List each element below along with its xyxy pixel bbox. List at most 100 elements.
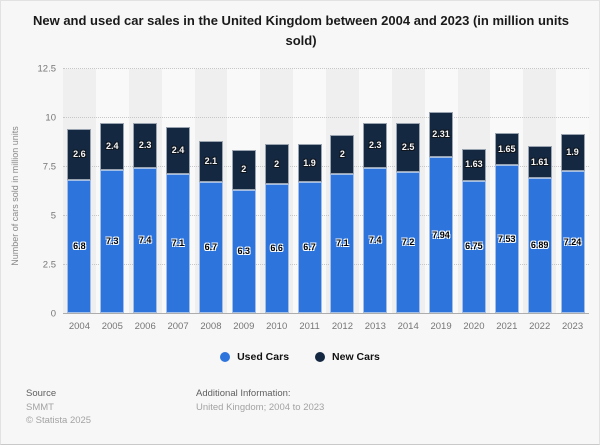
bar-segment-new-cars-2004[interactable]: 2.6 xyxy=(67,128,92,180)
y-axis-tick-label: 5 xyxy=(50,210,56,222)
stacked-bar-2007: 2.4 7.1 xyxy=(166,126,191,313)
bar-value-label: 1.63 xyxy=(465,159,483,170)
bar-segment-new-cars-2006[interactable]: 2.3 xyxy=(133,122,158,168)
x-axis-tick-label: 2012 xyxy=(331,321,353,332)
stacked-bar-2008: 2.1 6.7 xyxy=(198,140,223,313)
bar-segment-new-cars-2023[interactable]: 1.9 xyxy=(560,133,585,172)
bar-segment-used-cars-2007[interactable]: 7.1 xyxy=(166,173,191,313)
bar-segment-new-cars-2007[interactable]: 2.4 xyxy=(166,126,191,174)
bar-segment-used-cars-2023[interactable]: 7.24 xyxy=(560,171,585,313)
bar-segment-used-cars-2004[interactable]: 6.8 xyxy=(67,179,92,313)
bar-segment-new-cars-2022[interactable]: 1.61 xyxy=(527,146,552,178)
bar-segment-used-cars-2011[interactable]: 6.7 xyxy=(297,181,322,313)
bar-segment-used-cars-2006[interactable]: 7.4 xyxy=(133,167,158,313)
stacked-bar-2011: 1.9 6.7 xyxy=(297,144,322,313)
bar-value-label: 1.61 xyxy=(530,156,549,167)
bar-segment-new-cars-2019[interactable]: 2.31 xyxy=(429,112,454,158)
bar-value-label: 7.1 xyxy=(171,237,185,248)
bar-segment-new-cars-2011[interactable]: 1.9 xyxy=(297,144,322,182)
x-axis-tick-label: 2005 xyxy=(101,321,123,332)
bar-value-label: 2.1 xyxy=(204,155,218,166)
bar-value-label: 2 xyxy=(274,158,280,169)
bar-segment-new-cars-2013[interactable]: 2.3 xyxy=(363,122,388,168)
x-axis-tick-label: 2014 xyxy=(397,321,419,332)
bar-segment-new-cars-2021[interactable]: 1.65 xyxy=(494,133,519,166)
bar-segment-used-cars-2008[interactable]: 6.7 xyxy=(198,181,223,313)
bar-value-label: 1.65 xyxy=(498,143,516,154)
bar-value-label: 2.3 xyxy=(369,139,382,150)
stacked-bar-2019: 2.31 7.94 xyxy=(429,112,454,313)
stacked-bar-2013: 2.3 7.4 xyxy=(363,122,388,313)
bar-value-label: 6.8 xyxy=(73,240,86,251)
bar-value-label: 2.3 xyxy=(138,139,152,150)
bar-segment-used-cars-2012[interactable]: 7.1 xyxy=(330,173,355,313)
stacked-bar-2005: 2.4 7.3 xyxy=(100,122,125,313)
x-axis-tick-label: 2020 xyxy=(463,321,485,332)
source-label: Source xyxy=(26,388,57,399)
gridline xyxy=(63,215,589,216)
x-axis-tick-label: 2019 xyxy=(430,321,452,332)
bar-value-label: 7.94 xyxy=(432,229,450,240)
legend-label: New Cars xyxy=(332,351,380,363)
y-axis-tick-label: 2.5 xyxy=(42,259,56,271)
bar-segment-used-cars-2009[interactable]: 6.3 xyxy=(231,189,256,313)
x-axis-tick-label: 2006 xyxy=(134,321,156,332)
bar-segment-used-cars-2019[interactable]: 7.94 xyxy=(429,157,454,313)
bar-value-label: 6.7 xyxy=(303,241,316,252)
legend-label: Used Cars xyxy=(237,351,290,363)
bar-value-label: 7.2 xyxy=(401,236,415,247)
x-axis-tick-label: 2011 xyxy=(299,321,320,332)
bar-segment-used-cars-2010[interactable]: 6.6 xyxy=(264,183,289,313)
additional-info-label: Additional Information: xyxy=(196,388,291,399)
bar-value-label: 7.53 xyxy=(498,233,516,244)
bar-value-label: 2.31 xyxy=(432,129,450,140)
bar-value-label: 6.89 xyxy=(530,239,549,250)
used-cars-legend-dot-icon xyxy=(220,352,231,362)
bar-segment-new-cars-2014[interactable]: 2.5 xyxy=(396,122,421,172)
bar-value-label: 2 xyxy=(339,148,345,159)
bar-segment-new-cars-2008[interactable]: 2.1 xyxy=(198,140,223,182)
x-axis-tick-label: 2004 xyxy=(68,321,90,332)
bar-segment-new-cars-2009[interactable]: 2 xyxy=(231,150,256,190)
bar-segment-used-cars-2014[interactable]: 7.2 xyxy=(396,171,421,313)
stacked-bar-2021: 1.65 7.53 xyxy=(494,133,519,313)
bar-value-label: 2.4 xyxy=(106,140,119,151)
x-axis-tick-label: 2010 xyxy=(266,321,288,332)
bar-segment-new-cars-2010[interactable]: 2 xyxy=(264,144,289,184)
bar-segment-used-cars-2022[interactable]: 6.89 xyxy=(527,177,552,313)
bar-value-label: 7.1 xyxy=(336,237,349,248)
bar-segment-new-cars-2005[interactable]: 2.4 xyxy=(100,122,125,170)
copyright: © Statista 2025 xyxy=(26,415,92,426)
x-axis-tick-label: 2013 xyxy=(364,321,386,332)
bar-segment-used-cars-2021[interactable]: 7.53 xyxy=(494,165,519,313)
bar-value-label: 1.9 xyxy=(566,146,579,157)
bar-segment-used-cars-2020[interactable]: 6.75 xyxy=(461,180,486,313)
stacked-bar-2006: 2.3 7.4 xyxy=(133,122,158,313)
x-axis-tick-label: 2023 xyxy=(561,321,584,332)
bar-value-label: 2.6 xyxy=(73,148,86,159)
additional-info-block: Additional Information: United Kingdom; … xyxy=(196,387,324,414)
stacked-bar-2004: 2.6 6.8 xyxy=(67,128,92,313)
additional-info-value: United Kingdom; 2004 to 2023 xyxy=(196,401,325,413)
plot-area: 0 2.5 5 7.5 10 12.5 2.6 6.8 2004 2.4 7.3 2005 2.3 7.4… xyxy=(38,64,589,332)
bar-segment-new-cars-2020[interactable]: 1.63 xyxy=(461,148,486,181)
y-axis-tick-label: 7.5 xyxy=(42,161,56,173)
bar-value-label: 7.24 xyxy=(563,236,582,247)
gridline xyxy=(63,68,589,69)
bar-segment-used-cars-2005[interactable]: 7.3 xyxy=(100,169,125,313)
x-axis-tick-label: 2007 xyxy=(167,321,189,332)
legend-item-new-cars[interactable]: New Cars xyxy=(315,351,380,363)
gridline xyxy=(63,166,589,167)
bar-segment-new-cars-2012[interactable]: 2 xyxy=(330,134,355,174)
bar-value-label: 6.75 xyxy=(465,241,483,252)
legend-item-used-cars[interactable]: Used Cars xyxy=(220,351,289,363)
bar-value-label: 1.9 xyxy=(303,157,316,168)
y-axis-tick-label: 10 xyxy=(45,112,56,124)
bar-segment-used-cars-2013[interactable]: 7.4 xyxy=(363,167,388,313)
stacked-bar-2023: 1.9 7.24 xyxy=(560,133,585,313)
x-axis-tick-label: 2021 xyxy=(496,321,518,332)
source-block: Source SMMT © Statista 2025 xyxy=(26,387,91,428)
y-axis-tick-label: 12.5 xyxy=(37,63,57,75)
bar-value-label: 2.4 xyxy=(171,144,185,155)
x-axis-line xyxy=(63,313,589,314)
